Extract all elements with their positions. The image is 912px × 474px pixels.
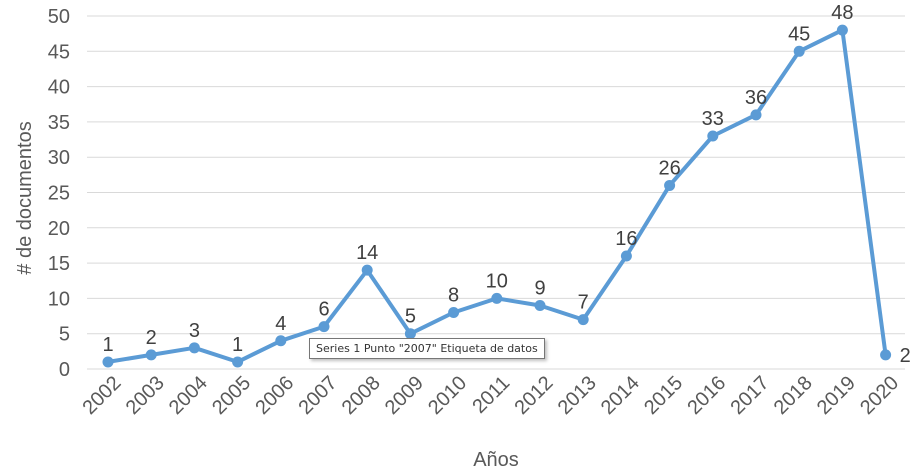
data-point: [880, 349, 892, 361]
x-tick-label: 2011: [468, 372, 514, 418]
data-label: 8: [448, 285, 459, 307]
y-axis-ticks: 0 5 10 15 20 25 30 35 40 45 50: [48, 6, 70, 381]
data-point: [102, 356, 114, 368]
series-line: [102, 24, 892, 368]
data-label: 45: [788, 23, 810, 45]
data-label: 7: [578, 292, 589, 314]
data-label: 48: [831, 2, 853, 24]
x-tick-label: 2019: [813, 372, 860, 419]
data-point: [491, 292, 503, 304]
y-tick-label: 0: [59, 359, 70, 381]
y-tick-label: 15: [48, 253, 70, 275]
x-axis-ticks: 2002200320042005200620072008200920102011…: [79, 372, 904, 419]
x-tick-label: 2002: [79, 372, 126, 419]
data-label: 5: [405, 306, 416, 328]
data-label: 33: [702, 108, 724, 130]
y-tick-label: 25: [48, 183, 70, 205]
y-tick-label: 10: [48, 288, 70, 310]
data-label: 3: [189, 320, 200, 342]
data-label: 1: [232, 334, 243, 356]
data-point: [664, 179, 676, 191]
data-point: [750, 109, 762, 121]
x-tick-label: 2017: [727, 372, 774, 419]
data-point: [145, 349, 157, 361]
data-label: 10: [486, 270, 508, 292]
data-point: [707, 130, 719, 142]
data-point: [404, 328, 416, 340]
data-label: 14: [356, 242, 378, 264]
data-label: 2: [146, 327, 157, 349]
x-tick-label: 2016: [683, 372, 730, 419]
data-point: [793, 45, 805, 57]
x-tick-label: 2004: [165, 372, 212, 419]
x-tick-label: 2003: [122, 372, 169, 419]
data-point: [318, 321, 330, 333]
x-tick-label: 2014: [597, 372, 644, 419]
y-tick-label: 35: [48, 112, 70, 134]
y-tick-label: 50: [48, 6, 70, 28]
data-point: [361, 264, 373, 276]
data-label: 4: [275, 313, 286, 335]
data-point: [188, 342, 200, 354]
y-tick-label: 45: [48, 41, 70, 63]
data-point: [620, 250, 632, 262]
x-tick-label: 2018: [770, 372, 817, 419]
x-tick-label: 2015: [640, 372, 687, 419]
data-point: [577, 314, 589, 326]
gridlines: [87, 15, 905, 370]
series-path: [107, 28, 888, 364]
x-tick-label: 2006: [251, 372, 298, 419]
data-point: [534, 299, 546, 311]
data-label: 16: [615, 228, 637, 250]
data-label: 36: [745, 87, 767, 109]
x-tick-label: 2007: [295, 372, 342, 419]
data-point: [836, 24, 848, 36]
data-point: [448, 307, 460, 319]
y-tick-label: 40: [48, 77, 70, 99]
x-tick-label: 2005: [208, 372, 255, 419]
x-tick-label: 2013: [554, 372, 601, 419]
y-tick-label: 5: [59, 324, 70, 346]
data-label: 6: [318, 299, 329, 321]
data-point: [275, 335, 287, 347]
x-tick-label: 2010: [424, 372, 471, 419]
data-label: 9: [534, 277, 545, 299]
data-label: 2: [900, 345, 911, 367]
x-tick-label: 2008: [338, 372, 385, 419]
x-axis-title: Años: [473, 449, 519, 471]
x-tick-label: 2009: [381, 372, 428, 419]
x-tick-label: 2020: [856, 372, 903, 419]
x-tick-label: 2012: [511, 372, 558, 419]
data-label: 26: [658, 157, 680, 179]
y-axis-title: # de documentos: [14, 121, 36, 274]
data-label: 1: [102, 334, 113, 356]
data-label-tooltip: Series 1 Punto "2007" Etiqueta de datos: [309, 338, 545, 359]
y-tick-label: 30: [48, 147, 70, 169]
y-tick-label: 20: [48, 218, 70, 240]
data-point: [232, 356, 244, 368]
